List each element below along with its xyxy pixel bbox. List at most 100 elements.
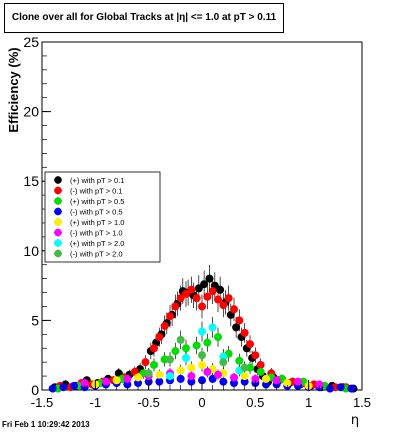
data-point-series-5 (240, 372, 249, 381)
data-point-series-5 (134, 373, 142, 382)
data-point-series-2 (224, 294, 233, 303)
data-point-series-2 (192, 294, 201, 303)
data-point-series-1 (205, 274, 214, 283)
data-point-series-2 (235, 316, 244, 325)
data-point-series-7 (219, 352, 228, 361)
data-point-series-2 (256, 360, 265, 369)
title-box: Clone over all for Global Tracks at |η| … (4, 3, 284, 33)
data-point-series-3 (182, 344, 190, 353)
legend-marker (54, 207, 62, 216)
data-point-series-3 (171, 347, 180, 356)
data-point-series-4 (155, 377, 164, 386)
data-point-series-1 (216, 285, 225, 294)
data-point-series-4 (123, 380, 132, 389)
data-point-series-4 (219, 377, 228, 386)
data-point-series-8 (166, 355, 174, 364)
data-point-series-7 (198, 327, 206, 336)
data-point-series-2 (251, 351, 260, 360)
data-point-series-2 (187, 285, 196, 294)
data-point-series-5 (283, 379, 292, 388)
data-point-series-5 (262, 374, 270, 383)
x-tick-label: -1.5 (31, 395, 53, 410)
data-point-series-6 (203, 367, 212, 376)
data-point-series-8 (240, 363, 249, 372)
data-point-series-3 (256, 367, 265, 376)
y-tick-label: 25 (23, 34, 39, 50)
legend-entry: (+) with pT > 0.5 (70, 197, 124, 206)
data-point-series-4 (240, 377, 249, 386)
data-point-series-8 (144, 369, 153, 378)
data-point-series-2 (214, 295, 222, 304)
data-point-series-2 (155, 333, 164, 342)
x-axis-label: η (351, 413, 359, 428)
data-point-series-6 (315, 380, 324, 389)
data-point-series-5 (198, 360, 206, 369)
data-point-series-8 (198, 351, 206, 360)
x-tick-label: -1 (90, 395, 102, 410)
data-point-series-2 (246, 340, 254, 349)
x-tick-label: -0.5 (137, 395, 159, 410)
x-tick-label: 1.5 (353, 395, 371, 410)
data-point-series-2 (160, 321, 169, 330)
y-tick-label: 10 (23, 243, 39, 259)
data-point-series-8 (219, 358, 228, 367)
data-point-series-5 (155, 370, 164, 379)
data-point-series-2 (230, 305, 238, 314)
legend-box (44, 171, 161, 263)
legend-marker (54, 228, 62, 237)
legend-entry: (+) with pT > 0.1 (70, 176, 124, 185)
data-point-series-2 (203, 292, 212, 301)
data-point-series-2 (150, 344, 158, 353)
data-point-series-2 (166, 312, 174, 321)
data-point-series-6 (214, 370, 222, 379)
y-tick-label: 5 (31, 312, 39, 328)
data-point-series-2 (208, 287, 217, 296)
legend-marker (54, 218, 62, 226)
x-tick-label: 0.5 (246, 395, 264, 410)
data-point-series-3 (150, 360, 158, 369)
data-point-series-8 (176, 335, 185, 344)
data-points (48, 274, 358, 393)
data-point-series-4 (230, 379, 238, 388)
data-point-series-7 (166, 372, 174, 381)
data-point-series-6 (251, 374, 260, 383)
data-point-series-5 (176, 366, 185, 375)
data-point-series-2 (219, 301, 228, 310)
y-tick-label: 20 (23, 104, 39, 120)
data-point-series-6 (102, 377, 110, 386)
legend-marker (54, 239, 62, 247)
axes: -1.5 -1 -0.5 0 0.5 1 1.5 0 5 10 15 20 25 (23, 34, 371, 410)
legend-marker (54, 176, 62, 184)
data-point-series-4 (176, 374, 185, 383)
data-point-series-5 (187, 363, 196, 372)
legend-entry: (-) with pT > 2.0 (70, 250, 123, 259)
data-point-series-3 (235, 356, 244, 365)
x-tick-label: 1 (305, 395, 312, 410)
data-point-series-1 (232, 323, 241, 332)
legend-entry: (+) with pT > 2.0 (70, 239, 124, 248)
legend-entry: (-) with pT > 0.1 (70, 187, 123, 196)
data-point-series-2 (171, 302, 180, 311)
data-point-series-6 (123, 374, 132, 383)
data-point-series-1 (200, 280, 209, 289)
data-point-series-5 (112, 376, 121, 385)
timestamp-footer: Fri Feb 1 10:29:42 2013 (2, 420, 90, 429)
legend-marker (54, 186, 62, 195)
data-point-series-4 (262, 380, 270, 389)
x-tick-label: 0 (198, 395, 205, 410)
data-point-series-6 (272, 376, 281, 385)
y-tick-label: 15 (23, 173, 39, 189)
data-point-series-3 (214, 333, 222, 342)
legend-marker (54, 197, 62, 205)
y-axis-label: Efficiency (%) (6, 47, 21, 132)
data-point-series-6 (294, 377, 302, 386)
data-point-series-2 (240, 328, 249, 337)
legend-entry: (-) with pT > 0.5 (70, 208, 123, 217)
data-point-series-7 (182, 353, 190, 362)
data-point-series-4 (187, 377, 196, 386)
legend-marker (54, 249, 62, 258)
y-tick-label: 0 (31, 382, 39, 398)
data-point-series-6 (80, 379, 89, 388)
data-point-series-7 (208, 323, 217, 332)
